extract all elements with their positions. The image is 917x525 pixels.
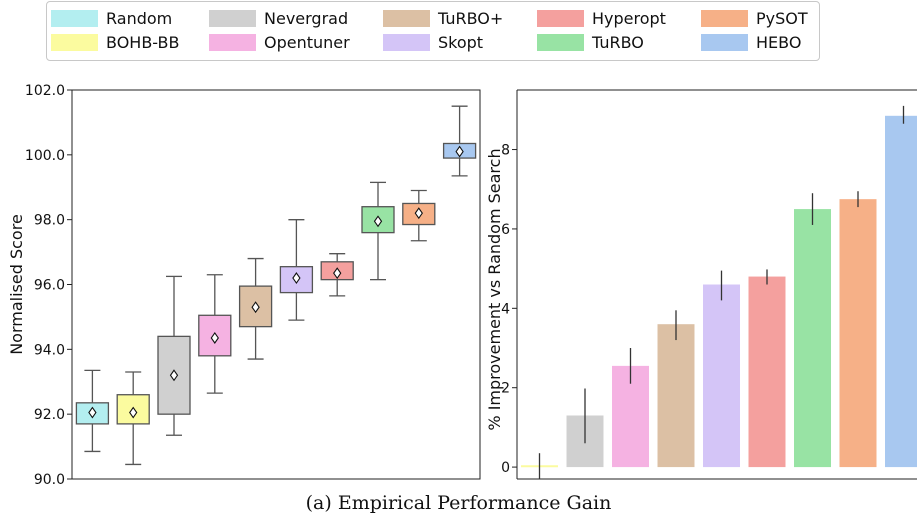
legend-swatch <box>51 9 98 27</box>
legend-swatch <box>537 33 584 51</box>
bar-skopt <box>703 284 740 468</box>
bar-pysot <box>839 199 877 468</box>
legend-label: TuRBO+ <box>438 8 504 28</box>
box-pysot <box>402 189 436 242</box>
y-tick-label: 6 <box>501 222 510 238</box>
legend-label: Nevergrad <box>264 8 349 28</box>
legend-entry: Hyperopt <box>537 8 666 28</box>
mean-marker <box>88 406 97 419</box>
y-tick-label: 0 <box>501 460 510 476</box>
mean-marker <box>373 215 383 228</box>
y-tick-label: 92.0 <box>34 407 65 423</box>
figure-caption: (a) Empirical Performance Gain <box>305 492 612 514</box>
box-opentuner <box>198 274 232 394</box>
bar-turbo <box>794 209 831 468</box>
y-tick-label: 8 <box>501 143 510 159</box>
box-random <box>75 369 110 453</box>
mean-marker <box>333 267 342 280</box>
mean-marker <box>210 332 219 344</box>
legend-swatch <box>383 33 430 51</box>
legend-entry: TuRBO <box>537 32 644 52</box>
legend-entry: Opentuner <box>209 32 350 52</box>
y-tick-label: 98.0 <box>34 213 65 229</box>
bar-chart: 0 2 4 6 8% Improvement vs Random Search <box>485 89 917 480</box>
legend-entry: TuRBO+ <box>383 8 503 28</box>
legend-label: TuRBO <box>592 32 644 52</box>
bar-hebo <box>885 115 917 468</box>
legend-swatch <box>537 9 584 27</box>
box-turbo+ <box>238 257 273 360</box>
y-axis-label: % Improvement vs Random Search <box>485 148 504 430</box>
mean-marker <box>292 272 301 284</box>
legend-entry: BOHB-BB <box>51 32 179 52</box>
box-hebo <box>442 105 477 177</box>
legend-swatch <box>51 33 98 51</box>
legend-entry: PySOT <box>701 8 808 28</box>
figure: 90.0 92.0 94.0 96.0 98.0 100.0 102.0 Normalised… <box>7 83 917 488</box>
mean-marker <box>251 301 260 314</box>
y-tick-label: 96.0 <box>34 278 65 294</box>
mean-marker <box>129 406 138 419</box>
legend-entry: HEBO <box>701 32 801 52</box>
y-axis-label: Normalised Score <box>7 214 26 355</box>
box-plot-chart: 90.0 92.0 94.0 96.0 98.0 100.0 102.0 Normalised… <box>7 83 481 488</box>
box-hyperopt <box>320 253 354 297</box>
mean-marker <box>169 369 179 382</box>
box-turbo <box>361 181 395 281</box>
legend-label: Skopt <box>438 32 484 52</box>
legend-swatch <box>701 9 748 27</box>
legend: Random Nevergrad TuRBO+ Hyperopt PySOT BOHB-B… <box>46 1 820 61</box>
y-tick-label: 90.0 <box>34 472 65 488</box>
legend-entry: Nevergrad <box>209 8 348 28</box>
y-tick-label: 94.0 <box>34 342 65 358</box>
mean-marker <box>414 207 423 220</box>
bar-turbo+ <box>657 324 695 468</box>
y-tick-label: 102.0 <box>25 83 65 99</box>
legend-swatch <box>383 9 430 27</box>
box-skopt <box>279 219 314 321</box>
legend-label: Random <box>106 8 173 28</box>
y-tick-label: 100.0 <box>25 148 65 164</box>
box-bohb-bb <box>116 371 150 466</box>
legend-label: BOHB-BB <box>106 32 180 52</box>
legend-swatch <box>209 9 256 27</box>
legend-label: Hyperopt <box>592 8 666 28</box>
y-tick-label: 4 <box>501 301 510 317</box>
legend-entry: Random <box>51 8 172 28</box>
legend-swatch <box>209 33 256 51</box>
mean-marker <box>455 145 464 158</box>
y-tick-label: 2 <box>501 381 510 397</box>
legend-entry: Skopt <box>383 32 483 52</box>
legend-swatch <box>701 33 748 51</box>
box-nevergrad <box>157 275 191 436</box>
legend-label: PySOT <box>756 8 808 28</box>
bar-hyperopt <box>748 276 786 468</box>
legend-label: Opentuner <box>264 32 350 52</box>
legend-label: HEBO <box>756 32 802 52</box>
